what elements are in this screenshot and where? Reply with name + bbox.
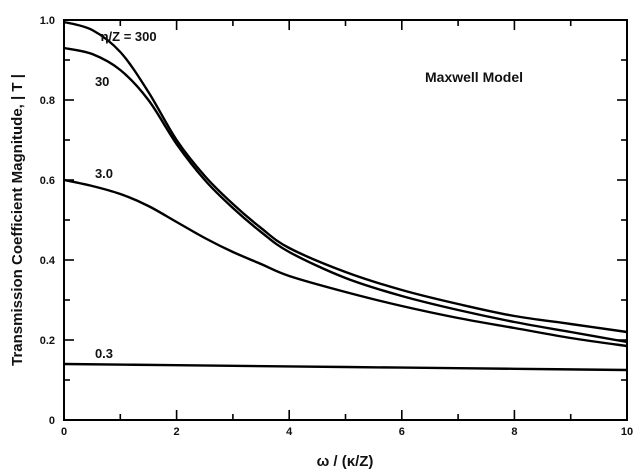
series-curves [63,20,628,372]
y-tick-label: 0.4 [40,255,56,267]
plot-frame [63,19,628,421]
series-labels: η/Z = 300 30 3.0 0.3 [95,29,157,361]
series-line [63,362,628,372]
series-label: η/Z = 300 [101,29,157,44]
series-line [63,178,628,348]
x-tick-label: 6 [399,426,405,438]
series-label: 3.0 [95,166,113,181]
series-line [63,20,628,334]
series-line [63,46,628,344]
y-axis-title: Transmission Coefficient Magnitude, | T … [9,74,26,366]
x-axis-title: ω / (κ/Z) [317,453,374,470]
y-tick-label: 1.0 [40,15,55,27]
x-tick-label: 10 [621,426,633,438]
y-tick-label: 0.2 [40,335,55,347]
tick-marks [63,19,628,421]
y-tick-label: 0.8 [40,95,55,107]
x-tick-label: 8 [511,426,517,438]
series-label: 0.3 [95,346,113,361]
y-tick-label: 0.6 [40,175,55,187]
tick-labels: 0 2 4 6 8 10 0 0.2 0.4 0.6 0.8 1.0 [40,15,633,438]
y-tick-label: 0 [49,415,55,427]
x-tick-label: 0 [61,426,67,438]
x-tick-label: 4 [286,426,293,438]
series-label: 30 [95,74,109,89]
x-tick-label: 2 [174,426,180,438]
chart-annotation: Maxwell Model [425,69,523,85]
